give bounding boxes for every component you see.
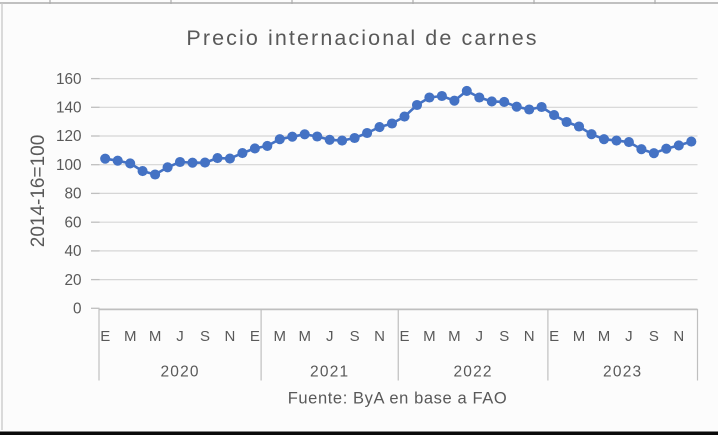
svg-text:160: 160	[56, 71, 82, 88]
svg-text:Precio internacional de carnes: Precio internacional de carnes	[186, 26, 538, 50]
svg-text:40: 40	[64, 243, 81, 260]
svg-text:140: 140	[56, 100, 82, 117]
svg-text:J: J	[476, 328, 484, 345]
svg-text:E: E	[250, 328, 260, 345]
svg-text:M: M	[274, 328, 287, 345]
svg-text:M: M	[149, 328, 162, 345]
svg-text:S: S	[499, 328, 509, 345]
svg-text:E: E	[100, 328, 110, 345]
svg-text:0: 0	[73, 301, 82, 318]
svg-text:20: 20	[64, 272, 81, 289]
svg-text:Fuente: ByA en base a FAO: Fuente: ByA en base a FAO	[288, 390, 508, 408]
svg-text:S: S	[649, 328, 659, 345]
svg-text:2021: 2021	[310, 363, 349, 380]
svg-text:S: S	[350, 328, 360, 345]
svg-text:2014-16=100: 2014-16=100	[28, 135, 49, 248]
svg-text:2023: 2023	[603, 363, 642, 380]
svg-text:M: M	[448, 328, 461, 345]
svg-text:J: J	[625, 328, 633, 345]
svg-text:N: N	[673, 328, 684, 345]
svg-text:E: E	[399, 328, 409, 345]
svg-text:J: J	[176, 328, 184, 345]
svg-text:S: S	[200, 328, 210, 345]
svg-text:N: N	[524, 328, 535, 345]
svg-text:E: E	[549, 328, 559, 345]
svg-text:80: 80	[64, 186, 81, 203]
svg-text:J: J	[326, 328, 334, 345]
svg-text:M: M	[298, 328, 311, 345]
svg-text:N: N	[374, 328, 385, 345]
svg-text:100: 100	[56, 157, 82, 174]
svg-text:M: M	[573, 328, 586, 345]
svg-text:60: 60	[64, 214, 81, 231]
svg-text:N: N	[224, 328, 235, 345]
svg-text:2020: 2020	[160, 363, 199, 380]
svg-text:2022: 2022	[453, 363, 492, 380]
svg-text:M: M	[598, 328, 611, 345]
svg-text:M: M	[423, 328, 436, 345]
svg-text:M: M	[124, 328, 137, 345]
svg-text:120: 120	[56, 128, 82, 145]
